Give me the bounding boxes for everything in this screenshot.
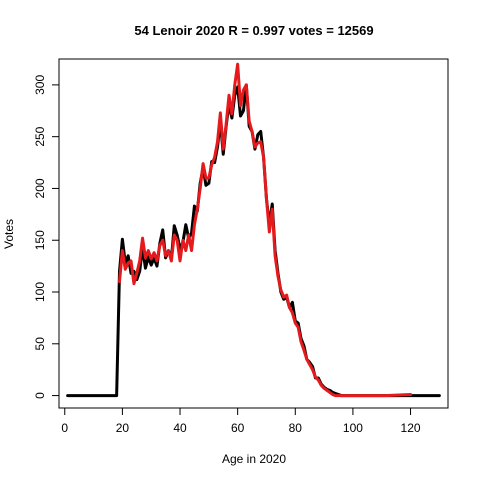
x-axis: 0 20 40 60 80 100 120 bbox=[61, 407, 421, 435]
x-axis-label: Age in 2020 bbox=[222, 452, 286, 466]
x-tick-label: 80 bbox=[289, 421, 303, 435]
chart-title: 54 Lenoir 2020 R = 0.997 votes = 12569 bbox=[134, 23, 373, 38]
y-tick-label: 100 bbox=[33, 282, 47, 302]
x-tick-label: 60 bbox=[231, 421, 245, 435]
y-tick-label: 0 bbox=[33, 392, 47, 399]
y-tick-label: 200 bbox=[33, 178, 47, 198]
x-tick-label: 20 bbox=[116, 421, 130, 435]
y-axis-label: Votes bbox=[2, 219, 16, 249]
y-tick-label: 300 bbox=[33, 75, 47, 95]
x-tick-label: 40 bbox=[173, 421, 187, 435]
x-tick-label: 100 bbox=[343, 421, 363, 435]
series-layer bbox=[66, 62, 441, 398]
x-tick-label: 120 bbox=[401, 421, 421, 435]
y-tick-label: 50 bbox=[33, 337, 47, 351]
x-tick-label: 0 bbox=[61, 421, 68, 435]
y-axis: 0 50 100 150 200 250 300 bbox=[33, 75, 60, 399]
y-tick-label: 150 bbox=[33, 230, 47, 250]
series-line-2 bbox=[118, 62, 413, 398]
y-tick-label: 250 bbox=[33, 126, 47, 146]
